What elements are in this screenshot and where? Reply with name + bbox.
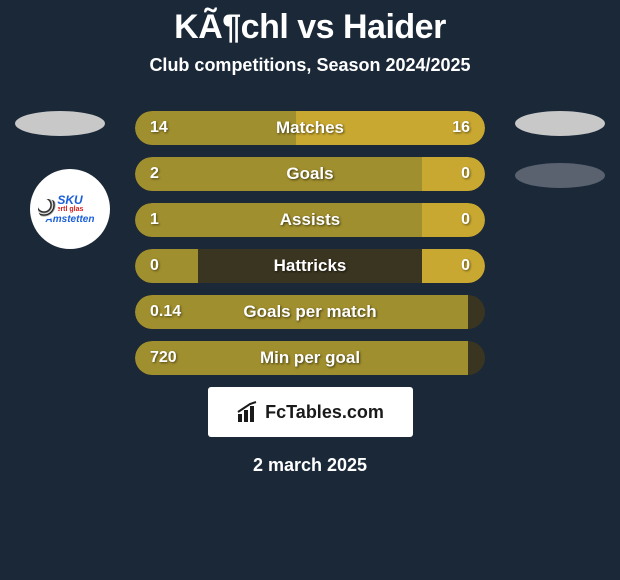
stats-container: 14 16 Matches 2 0 Goals 1 0 Assists 0 0 Hattricks 0.… [135,111,485,387]
badge-text-top: SKU [57,194,82,206]
content-container: KÃ¶chl vs Haider Club competitions, Seas… [0,0,620,580]
badge-accent-text: ertl glas [57,206,84,213]
stat-label: Min per goal [260,348,360,368]
branding-box: FcTables.com [208,387,413,437]
stat-bar-left [135,157,422,191]
branding-logo: FcTables.com [236,400,384,424]
stat-value-right: 0 [461,211,470,229]
stat-value-left: 2 [150,165,159,183]
stat-label: Goals per match [243,302,376,322]
stat-value-right: 16 [452,119,470,137]
stat-value-right: 0 [461,165,470,183]
stat-label: Goals [286,164,333,184]
stat-bar-right [422,157,485,191]
stat-value-left: 720 [150,349,177,367]
branding-text: FcTables.com [265,402,384,423]
stat-row: 0.14 Goals per match [135,295,485,329]
stat-row: 2 0 Goals [135,157,485,191]
stat-bar-right [422,249,485,283]
club-badge: SKU ertl glas Amstetten [30,169,110,249]
stat-label: Matches [276,118,344,138]
stat-value-left: 0 [150,257,159,275]
stat-row: 720 Min per goal [135,341,485,375]
comparison-area: SKU ertl glas Amstetten 14 16 Matches 2 0 Goa… [0,111,620,476]
stat-row: 14 16 Matches [135,111,485,145]
player1-decoration [15,111,105,136]
stat-value-left: 0.14 [150,303,181,321]
player2-decoration-2 [515,163,605,188]
stat-row: 0 0 Hattricks [135,249,485,283]
comparison-subtitle: Club competitions, Season 2024/2025 [149,55,470,76]
stat-value-left: 1 [150,211,159,229]
stat-row: 1 0 Assists [135,203,485,237]
badge-ball-icon [38,199,58,219]
comparison-date: 2 march 2025 [253,455,367,476]
stat-label: Hattricks [274,256,347,276]
comparison-title: KÃ¶chl vs Haider [174,8,446,47]
stat-bar-right [422,203,485,237]
chart-icon [236,400,260,424]
stat-value-right: 0 [461,257,470,275]
stat-bar-left [135,249,198,283]
player2-decoration-1 [515,111,605,136]
stat-label: Assists [280,210,340,230]
stat-bar-left [135,203,422,237]
stat-value-left: 14 [150,119,168,137]
